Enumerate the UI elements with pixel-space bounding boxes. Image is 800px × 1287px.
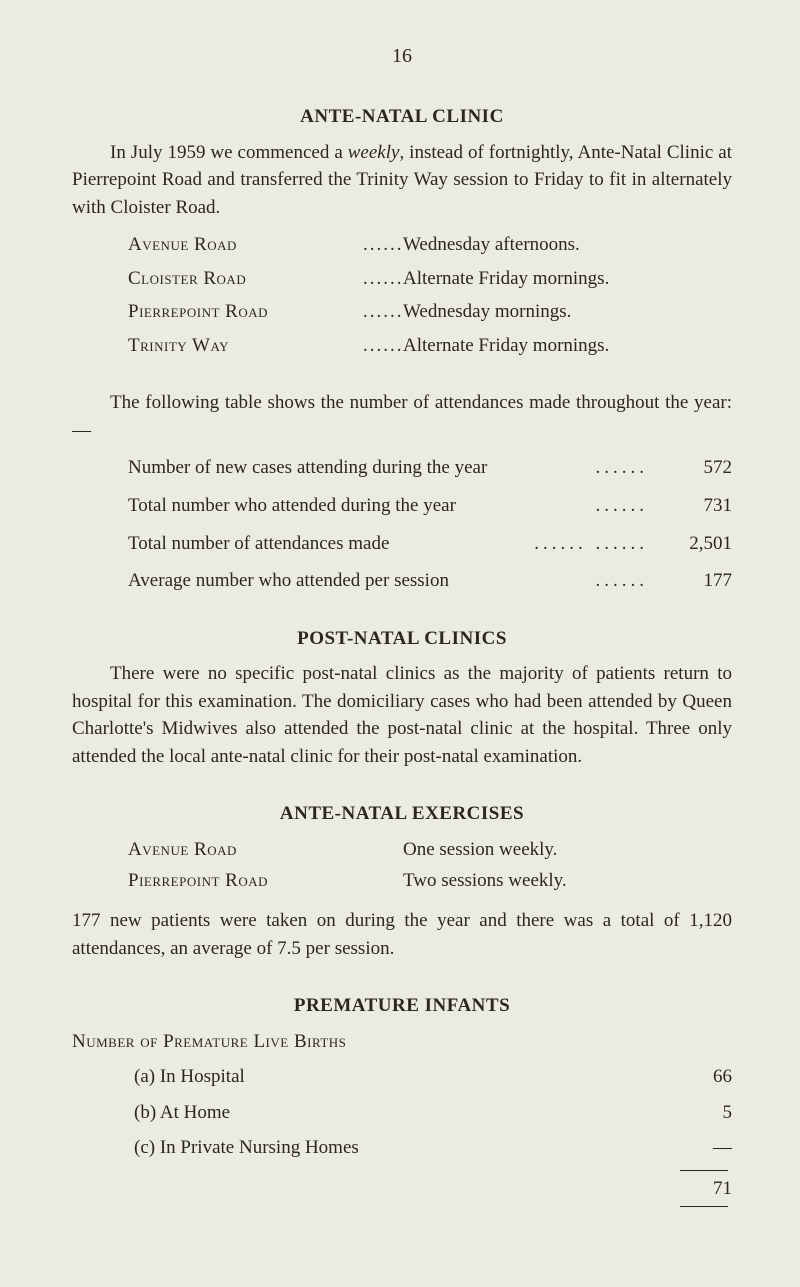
stat-label: Total number who attended during the yea… [128,492,584,520]
page-number: 16 [72,42,732,71]
birth-total-rule-bottom [680,1206,728,1207]
birth-label: (b) At Home [134,1099,672,1127]
stat-value: 2,501 [660,530,732,558]
stat-value: 572 [660,454,732,482]
antenatal-intro: In July 1959 we commenced a weekly, inst… [72,139,732,222]
birth-total-rule-top [680,1170,728,1171]
birth-label: (c) In Private Nursing Homes [134,1134,672,1162]
birth-row: (a) In Hospital 66 [134,1063,732,1091]
stat-value: 731 [660,492,732,520]
stat-label: Total number of attendances made [128,530,522,558]
clinic-name: Pierrepoint Road [128,298,363,326]
stat-row: Number of new cases attending during the… [128,454,732,482]
stat-dots: ...... [584,454,661,482]
stat-row: Total number who attended during the yea… [128,492,732,520]
birth-value: 66 [672,1063,732,1091]
exercise-detail: One session weekly. [403,836,732,864]
clinic-row: Trinity Way ...... Alternate Friday morn… [128,332,732,360]
clinic-time: Alternate Friday mornings. [403,332,732,360]
clinic-name: Trinity Way [128,332,363,360]
clinic-row: Cloister Road ...... Alternate Friday mo… [128,265,732,293]
intro-italic: weekly [348,142,400,163]
birth-label: (a) In Hospital [134,1063,672,1091]
exercise-detail: Two sessions weekly. [403,867,732,895]
clinic-dash: ...... [363,231,403,259]
clinic-row: Avenue Road ...... Wednesday afternoons. [128,231,732,259]
clinic-dash: ...... [363,298,403,326]
stat-label: Average number who attended per session [128,567,584,595]
clinic-row: Pierrepoint Road ...... Wednesday mornin… [128,298,732,326]
birth-value: — [672,1134,732,1162]
stat-label: Number of new cases attending during the… [128,454,584,482]
stat-dots: ...... [584,567,661,595]
birth-value: 5 [672,1099,732,1127]
stat-row: Total number of attendances made ...... … [128,530,732,558]
birth-row: (b) At Home 5 [134,1099,732,1127]
clinic-name: Avenue Road [128,231,363,259]
exercise-name: Avenue Road [128,836,403,864]
attendance-intro: The following table shows the number of … [72,389,732,444]
clinic-time: Wednesday afternoons. [403,231,732,259]
clinic-name: Cloister Road [128,265,363,293]
stat-row: Average number who attended per session … [128,567,732,595]
exercise-row: Pierrepoint Road Two sessions weekly. [128,867,732,895]
postnatal-para: There were no specific post-natal clinic… [72,660,732,770]
exercises-title: ANTE-NATAL EXERCISES [72,800,732,828]
birth-total-value: 71 [672,1175,732,1203]
stat-value: 177 [660,567,732,595]
clinic-dash: ...... [363,332,403,360]
exercise-name: Pierrepoint Road [128,867,403,895]
spacer [134,1175,672,1203]
stat-dots: ...... ...... [522,530,660,558]
antenatal-title: ANTE-NATAL CLINIC [72,103,732,131]
exercise-row: Avenue Road One session weekly. [128,836,732,864]
premature-title: PREMATURE INFANTS [72,992,732,1020]
exercises-note: 177 new patients were taken on during th… [72,907,732,962]
premature-subtitle: Number of Premature Live Births [72,1028,732,1056]
clinic-time: Alternate Friday mornings. [403,265,732,293]
postnatal-title: POST-NATAL CLINICS [72,625,732,653]
stat-dots: ...... [584,492,661,520]
birth-row: (c) In Private Nursing Homes — [134,1134,732,1162]
clinic-time: Wednesday mornings. [403,298,732,326]
intro-pre: In July 1959 we commenced a [110,142,348,163]
clinic-dash: ...... [363,265,403,293]
birth-total-row: 71 [134,1175,732,1203]
